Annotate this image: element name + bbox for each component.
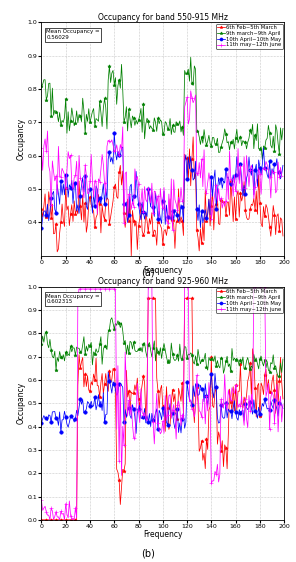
6th Feb~5th March (104, 370, 107, 377)
11th may~12th june (271, 392, 275, 398)
6th Feb~5th March (85, 383, 88, 390)
9th march~9th April (54, 108, 58, 115)
10th April~10th May (134, 430, 138, 437)
11th may~12th june (86, 285, 89, 292)
10th April~10th May (85, 405, 88, 412)
Line: 11th may~12th june: 11th may~12th june (40, 285, 285, 522)
10th April~10th May (49, 194, 53, 201)
6th Feb~5th March (271, 202, 275, 209)
Text: Mean Occupancy =
0.602315: Mean Occupancy = 0.602315 (46, 293, 100, 305)
6th Feb~5th March (40, 516, 43, 523)
9th march~9th April (40, 83, 43, 90)
9th march~9th April (85, 343, 88, 350)
9th march~9th April (40, 341, 43, 348)
11th may~12th june (171, 226, 174, 233)
Line: 6th Feb~5th March: 6th Feb~5th March (40, 297, 285, 522)
10th April~10th May (40, 420, 43, 427)
11th may~12th june (281, 401, 285, 408)
10th April~10th May (104, 185, 107, 192)
9th march~9th April (49, 113, 53, 120)
Line: 6th Feb~5th March: 6th Feb~5th March (40, 135, 285, 257)
9th march~9th April (49, 346, 53, 353)
6th Feb~5th March (104, 200, 107, 206)
11th may~12th june (48, 516, 52, 523)
Text: Mean Occupancy =
0.56029: Mean Occupancy = 0.56029 (46, 29, 100, 40)
11th may~12th june (263, 165, 266, 172)
11th may~12th june (85, 171, 88, 178)
Title: Occupancy for band 550-915 MHz: Occupancy for band 550-915 MHz (98, 13, 228, 22)
9th march~9th April (189, 54, 192, 61)
10th April~10th May (262, 144, 265, 151)
10th April~10th May (49, 419, 53, 426)
11th may~12th june (54, 173, 58, 179)
6th Feb~5th March (85, 229, 88, 235)
6th Feb~5th March (129, 252, 133, 259)
10th April~10th May (40, 225, 43, 232)
Legend: 6th Feb~5th March, 9th march~9th April, 10th April~10th May, 11th may~12th june: 6th Feb~5th March, 9th march~9th April, … (216, 288, 283, 313)
Legend: 6th Feb~5th March, 9th march~9th April, 10th April~10th May, 11th may~12th june: 6th Feb~5th March, 9th march~9th April, … (216, 24, 283, 49)
11th may~12th june (49, 202, 53, 209)
6th Feb~5th March (147, 295, 150, 302)
Y-axis label: Occupancy: Occupancy (17, 382, 26, 424)
9th march~9th April (276, 373, 280, 380)
10th April~10th May (107, 369, 110, 375)
9th march~9th April (281, 125, 285, 132)
10th April~10th May (54, 415, 58, 422)
9th march~9th April (54, 366, 58, 373)
X-axis label: Frequency: Frequency (143, 266, 183, 275)
11th may~12th june (147, 283, 150, 290)
9th march~9th April (85, 111, 88, 117)
11th may~12th june (263, 283, 266, 290)
6th Feb~5th March (54, 220, 58, 227)
11th may~12th june (55, 514, 59, 520)
6th Feb~5th March (263, 213, 266, 220)
Line: 11th may~12th june: 11th may~12th june (40, 89, 285, 232)
11th may~12th june (51, 507, 54, 514)
9th march~9th April (104, 344, 107, 351)
6th Feb~5th March (262, 391, 265, 398)
11th may~12th june (281, 173, 285, 180)
11th may~12th june (271, 170, 275, 176)
9th march~9th April (271, 133, 275, 139)
Line: 9th march~9th April: 9th march~9th April (40, 316, 285, 378)
Title: Occupancy for band 925-960 MHz: Occupancy for band 925-960 MHz (98, 277, 228, 286)
9th march~9th April (104, 104, 107, 111)
11th may~12th june (189, 88, 192, 94)
6th Feb~5th March (281, 233, 285, 239)
9th march~9th April (110, 314, 114, 321)
9th march~9th April (262, 362, 265, 369)
10th April~10th May (270, 165, 274, 172)
11th may~12th june (104, 192, 107, 198)
10th April~10th May (263, 396, 266, 402)
Y-axis label: Occupancy: Occupancy (17, 118, 26, 160)
11th may~12th june (40, 497, 43, 504)
10th April~10th May (281, 162, 285, 169)
11th may~12th june (105, 285, 109, 292)
6th Feb~5th March (49, 516, 53, 523)
6th Feb~5th March (270, 378, 274, 385)
Line: 9th march~9th April: 9th march~9th April (40, 56, 285, 161)
Text: (b): (b) (141, 549, 155, 559)
Line: 10th April~10th May: 10th April~10th May (40, 131, 285, 230)
9th march~9th April (281, 356, 285, 362)
10th April~10th May (104, 411, 107, 418)
Text: (a): (a) (141, 268, 155, 278)
6th Feb~5th March (40, 206, 43, 212)
6th Feb~5th March (281, 396, 285, 402)
9th march~9th April (270, 361, 274, 368)
9th march~9th April (263, 144, 266, 151)
Line: 10th April~10th May: 10th April~10th May (40, 370, 285, 435)
10th April~10th May (85, 203, 88, 210)
10th April~10th May (271, 405, 275, 412)
6th Feb~5th March (49, 215, 53, 221)
6th Feb~5th March (54, 516, 58, 523)
10th April~10th May (281, 405, 285, 412)
10th April~10th May (54, 210, 58, 216)
10th April~10th May (112, 129, 116, 136)
X-axis label: Frequency: Frequency (143, 531, 183, 540)
6th Feb~5th March (191, 134, 195, 140)
11th may~12th june (40, 145, 43, 152)
9th march~9th April (260, 156, 264, 163)
